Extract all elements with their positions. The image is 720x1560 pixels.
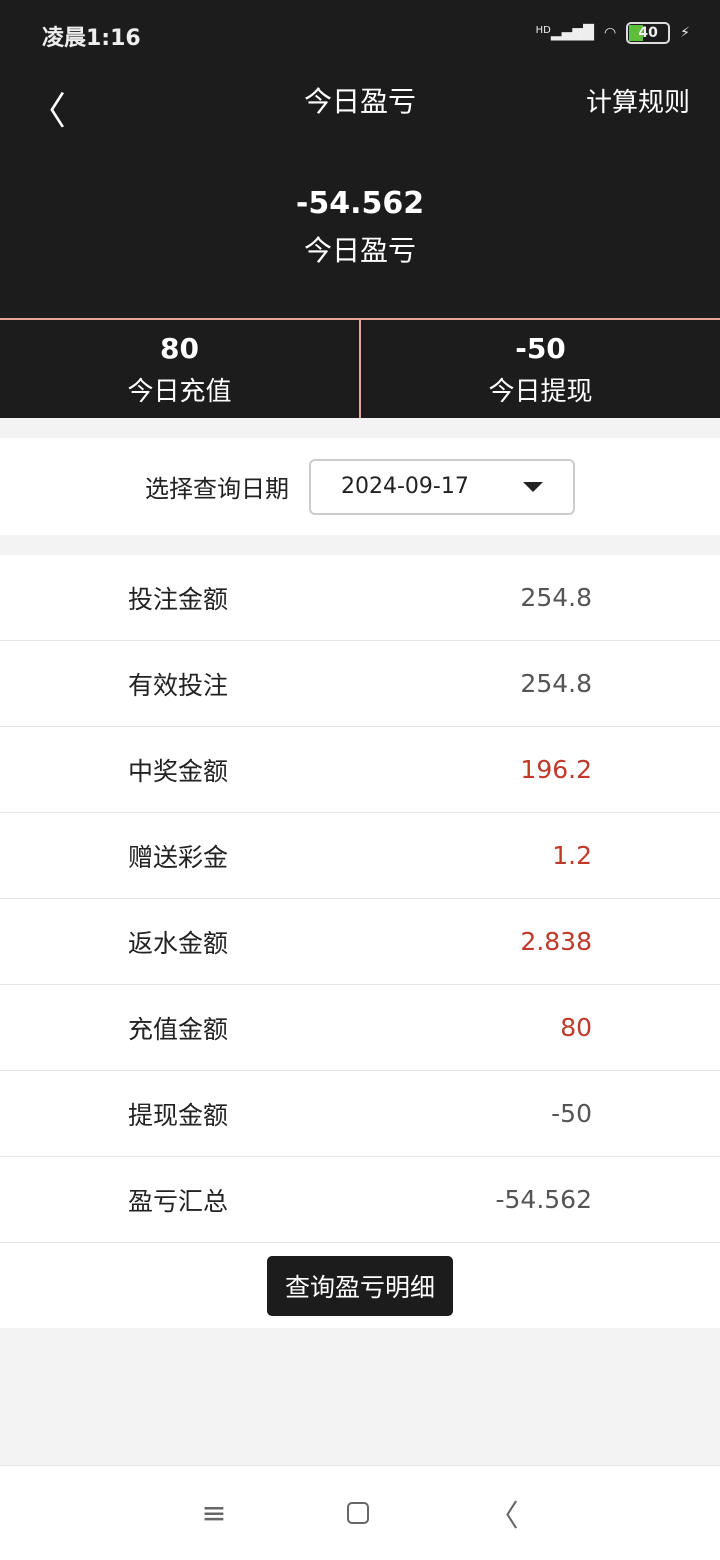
date-query: 选择查询日期 2024-09-17: [0, 438, 720, 535]
wifi-icon: ◠: [603, 25, 617, 41]
row-label: 投注金额: [128, 584, 229, 614]
row-value: -54.562: [495, 1185, 593, 1214]
row-value: 2.838: [520, 927, 592, 956]
row-label: 有效投注: [128, 670, 229, 700]
list-item: 中奖金额 196.2: [0, 727, 720, 813]
status-bar: 凌晨1:16 HD▂▄▆█ ◠ 40 ⚡: [0, 0, 720, 70]
caret-down-icon: [523, 481, 543, 492]
row-label: 充值金额: [128, 1014, 229, 1044]
row-label: 中奖金额: [128, 756, 229, 786]
home-icon[interactable]: [346, 1502, 369, 1524]
row-label: 返水金额: [128, 928, 229, 958]
menu-icon[interactable]: ≡: [201, 1495, 227, 1531]
stat-withdraw: -50 今日提现: [359, 320, 720, 418]
row-value: 254.8: [520, 669, 592, 698]
date-select[interactable]: 2024-09-17: [309, 458, 575, 515]
row-value: 196.2: [520, 755, 592, 784]
summary-label: 今日盈亏: [303, 234, 416, 267]
stat-label: 今日充值: [127, 377, 232, 407]
list-item: 赠送彩金 1.2: [0, 813, 720, 899]
stat-value: 80: [160, 332, 199, 365]
stat-value: -50: [515, 332, 566, 365]
list-item: 充值金额 80: [0, 985, 720, 1071]
back-button[interactable]: 〈: [28, 89, 67, 133]
list-item: 盈亏汇总 -54.562: [0, 1157, 720, 1243]
row-label: 赠送彩金: [128, 842, 229, 872]
detail-list: 投注金额 254.8 有效投注 254.8 中奖金额 196.2 赠送彩金 1.2 返水金额 2.…: [0, 555, 720, 1328]
row-label: 提现金额: [128, 1100, 229, 1130]
list-item: 提现金额 -50: [0, 1071, 720, 1157]
status-time: 凌晨1:16: [42, 26, 141, 51]
list-item: 有效投注 254.8: [0, 641, 720, 727]
row-label: 盈亏汇总: [128, 1186, 229, 1216]
rules-button[interactable]: 计算规则: [585, 88, 690, 118]
date-value: 2024-09-17: [341, 474, 469, 499]
signal-icon: HD▂▄▆█: [535, 25, 594, 41]
stat-label: 今日提现: [488, 377, 593, 407]
system-nav-bar: ≡ 〈: [0, 1465, 720, 1560]
row-value: -50: [551, 1099, 592, 1128]
header-area: 凌晨1:16 HD▂▄▆█ ◠ 40 ⚡ 〈 今日盈亏 计算规则 -54.562…: [0, 0, 720, 418]
summary-value: -54.562: [295, 186, 425, 221]
date-label: 选择查询日期: [145, 475, 289, 503]
charging-icon: ⚡: [680, 25, 690, 41]
query-detail-button[interactable]: 查询盈亏明细: [266, 1255, 453, 1316]
page-title: 今日盈亏: [303, 85, 416, 118]
list-item: 投注金额 254.8: [0, 555, 720, 641]
row-value: 80: [560, 1013, 592, 1042]
row-value: 254.8: [520, 583, 592, 612]
stat-recharge: 80 今日充值: [0, 320, 359, 418]
back-nav-icon[interactable]: 〈: [488, 1499, 519, 1534]
row-value: 1.2: [552, 841, 592, 870]
battery-icon: 40: [626, 22, 671, 44]
list-item: 返水金额 2.838: [0, 899, 720, 985]
